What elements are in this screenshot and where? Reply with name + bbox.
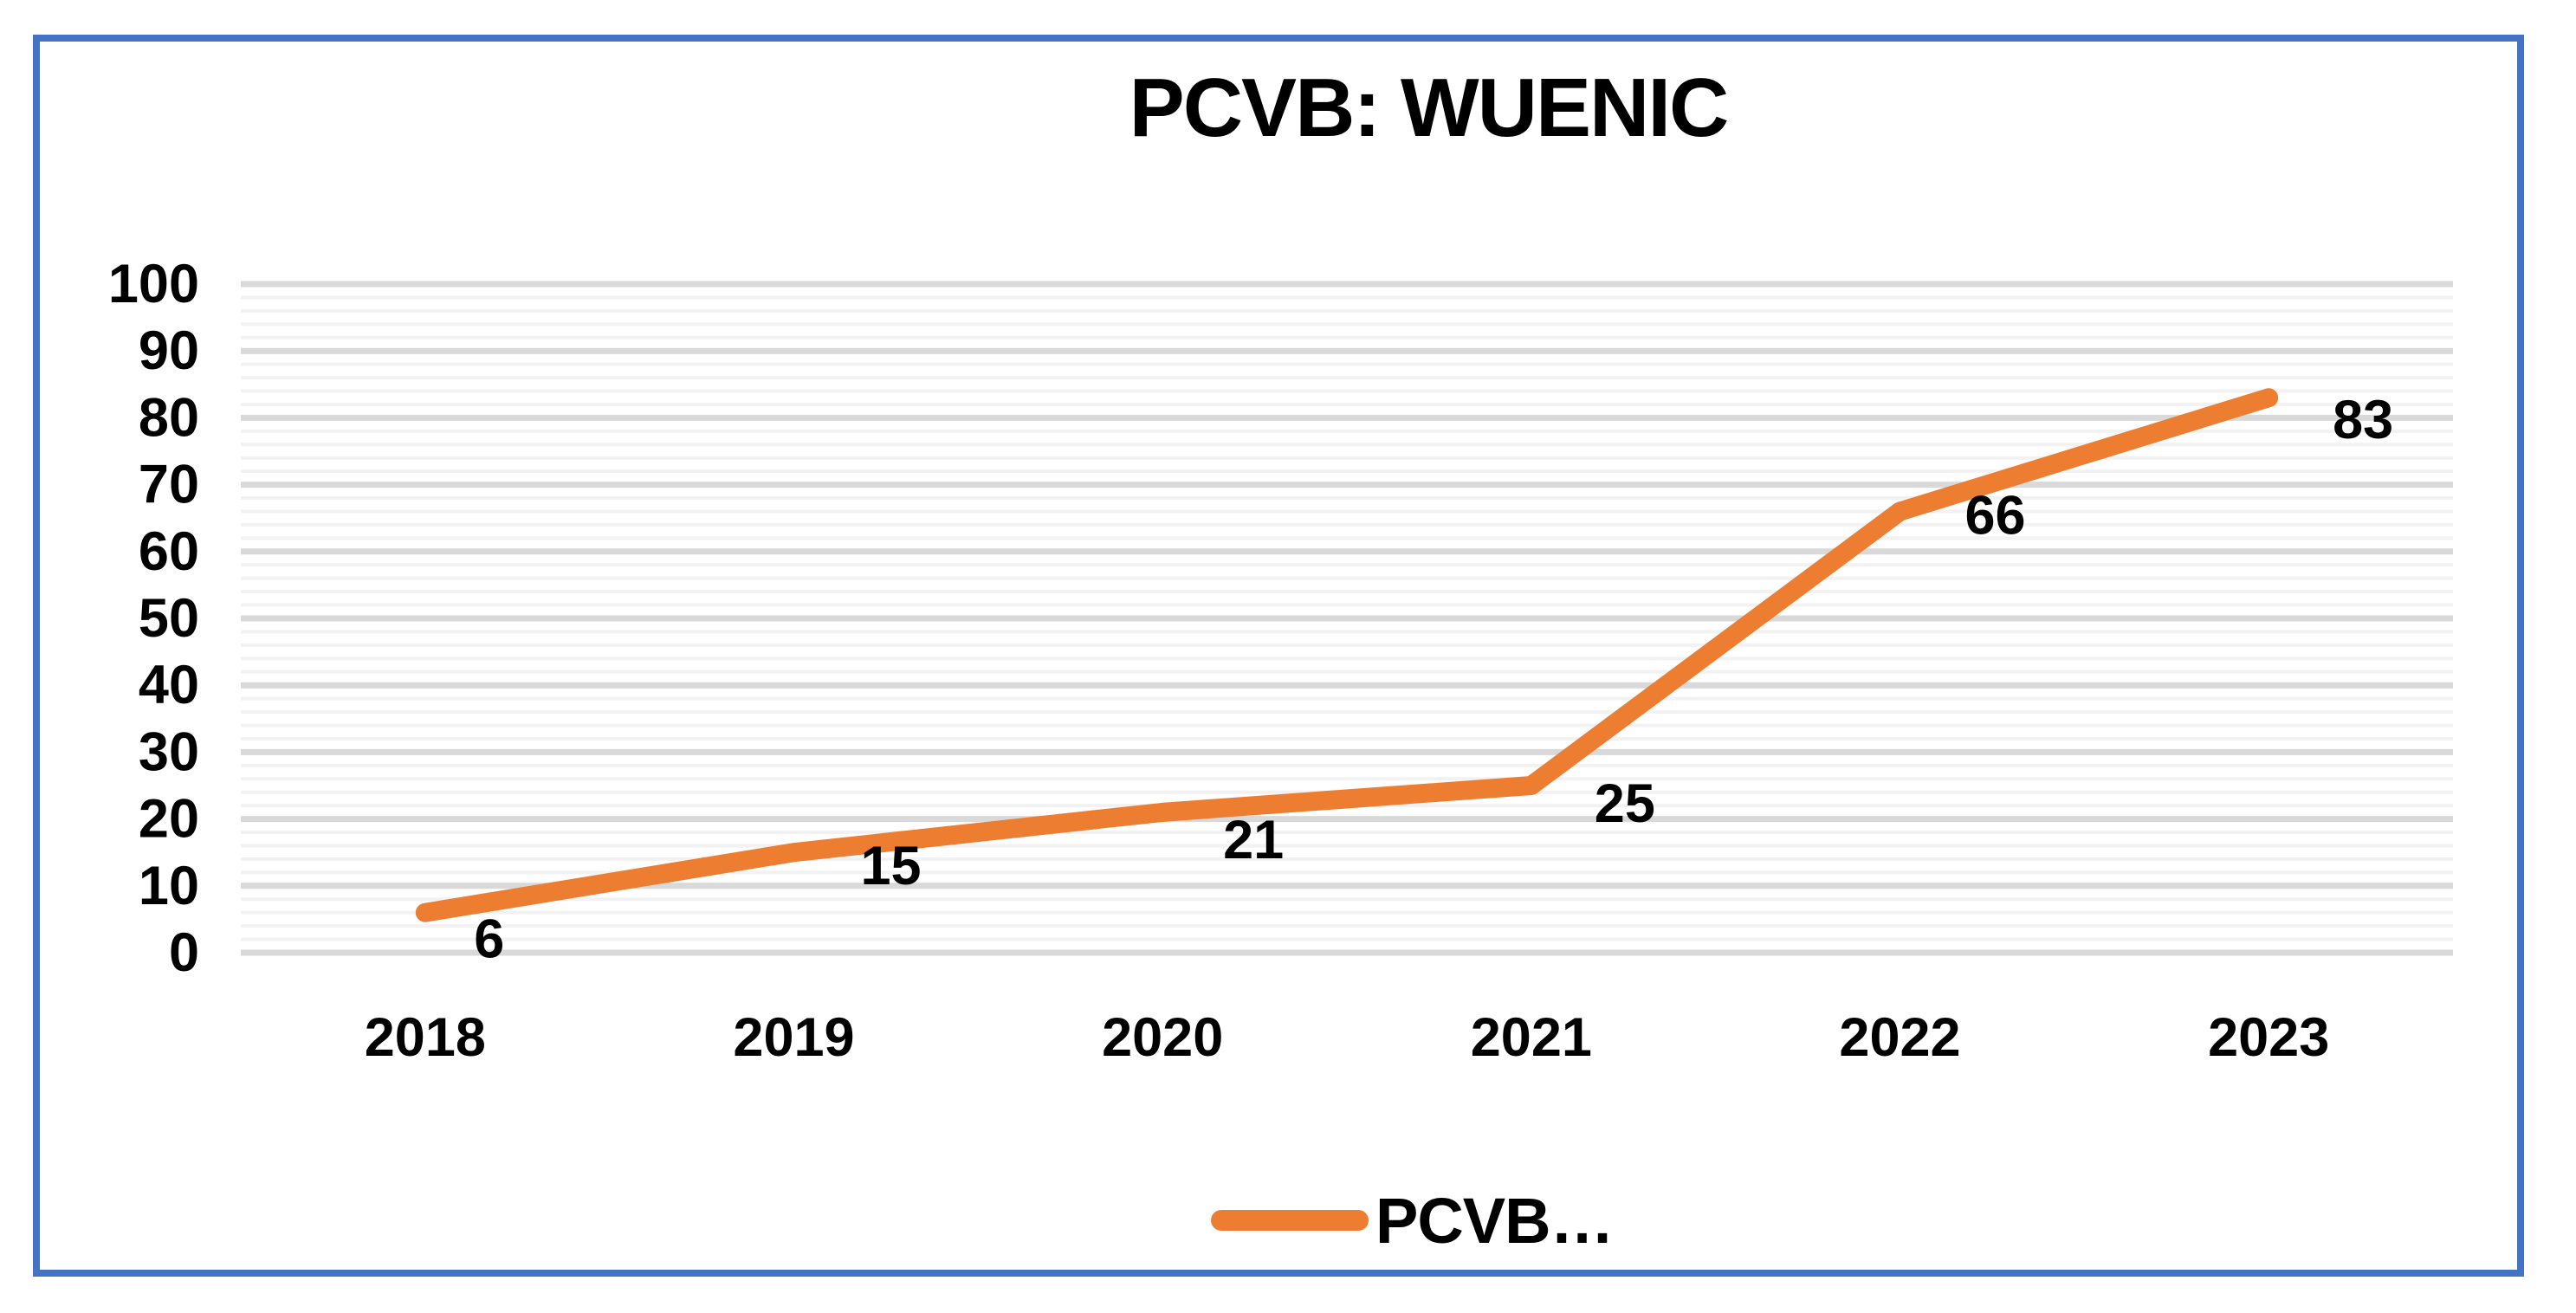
data-point-label: 25 [1595,773,1655,834]
legend-series-label: PCVB… [1375,1184,1615,1257]
series-line [415,388,2279,922]
y-axis-tick-label: 20 [139,789,199,850]
x-axis-tick-label: 2019 [733,1007,854,1068]
y-axis-tick-label: 80 [139,387,199,448]
y-axis-tick-label: 50 [139,588,199,649]
chart-title: PCVB: WUENIC [1129,61,1730,154]
y-axis-tick-label: 40 [139,655,199,715]
y-axis-tick-label: 0 [169,922,199,983]
x-axis-tick-label: 2018 [365,1007,486,1068]
y-axis-tick-label: 90 [139,320,199,381]
data-point-label: 83 [2333,390,2393,450]
y-axis-tick-label: 60 [139,521,199,582]
legend: PCVB… [1211,1185,1615,1257]
legend-line-swatch [1211,1210,1369,1231]
data-point-label: 15 [860,836,921,896]
y-axis-tick-label: 30 [139,721,199,782]
x-axis-tick-label: 2022 [1839,1007,1960,1068]
y-axis-tick-label: 10 [139,856,199,916]
data-point-label: 66 [1964,485,2025,546]
x-axis-tick-label: 2023 [2208,1007,2329,1068]
data-point-label: 21 [1223,810,1284,870]
data-point-label: 6 [474,909,504,970]
y-axis-tick-label: 100 [108,254,199,314]
y-axis-tick-label: 70 [139,455,199,515]
x-axis-tick-label: 2020 [1102,1007,1223,1068]
x-axis-tick-label: 2021 [1471,1007,1592,1068]
